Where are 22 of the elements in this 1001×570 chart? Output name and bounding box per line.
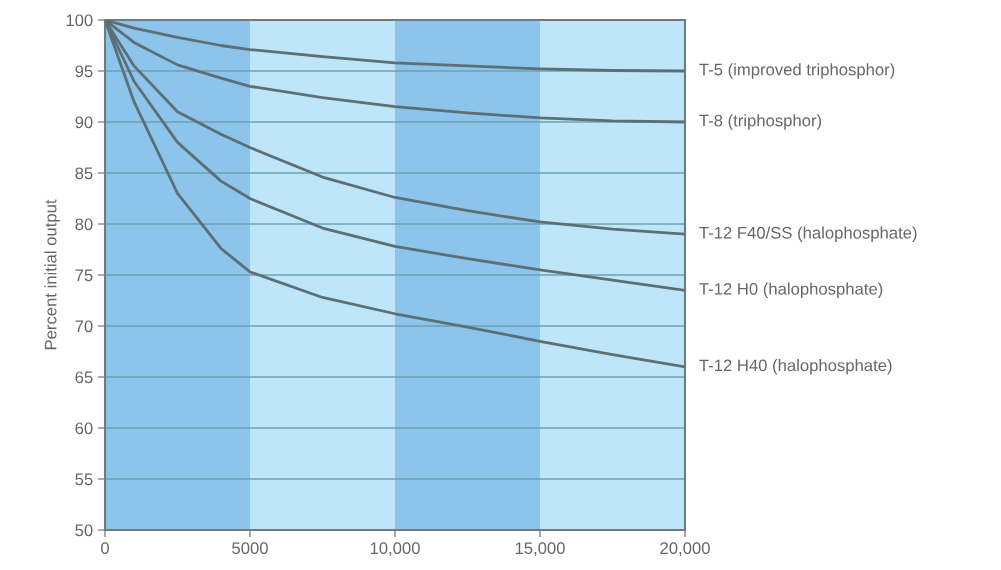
y-tick-label: 95	[75, 65, 93, 78]
y-tick-label: 75	[75, 269, 93, 282]
y-tick-label: 70	[75, 320, 93, 333]
x-tick-label: 10,000	[370, 542, 420, 557]
series-label: T-12 H40 (halophosphate)	[699, 359, 892, 375]
y-tick-label: 60	[75, 422, 93, 435]
x-tick-label: 0	[101, 542, 109, 555]
y-tick-label: 50	[75, 524, 93, 537]
series-label: T-12 H0 (halophosphate)	[699, 282, 883, 299]
y-tick-label: 85	[75, 167, 93, 180]
series-label: T-12 F40/SS (halophosphate)	[699, 226, 917, 242]
y-tick-label: 100	[66, 14, 93, 27]
y-axis-title: Percent initial output	[44, 199, 60, 350]
y-tick-label: 90	[75, 116, 93, 129]
x-tick-label: 15,000	[515, 542, 565, 557]
series-label: T-5 (improved triphosphor)	[699, 63, 895, 79]
x-tick-label: 5000	[232, 542, 268, 555]
x-tick-label: 20,000	[660, 542, 710, 557]
y-tick-label: 65	[75, 371, 93, 384]
series-label: T-8 (triphosphor)	[699, 114, 822, 130]
y-tick-label: 80	[75, 218, 93, 231]
y-tick-label: 55	[75, 473, 93, 486]
